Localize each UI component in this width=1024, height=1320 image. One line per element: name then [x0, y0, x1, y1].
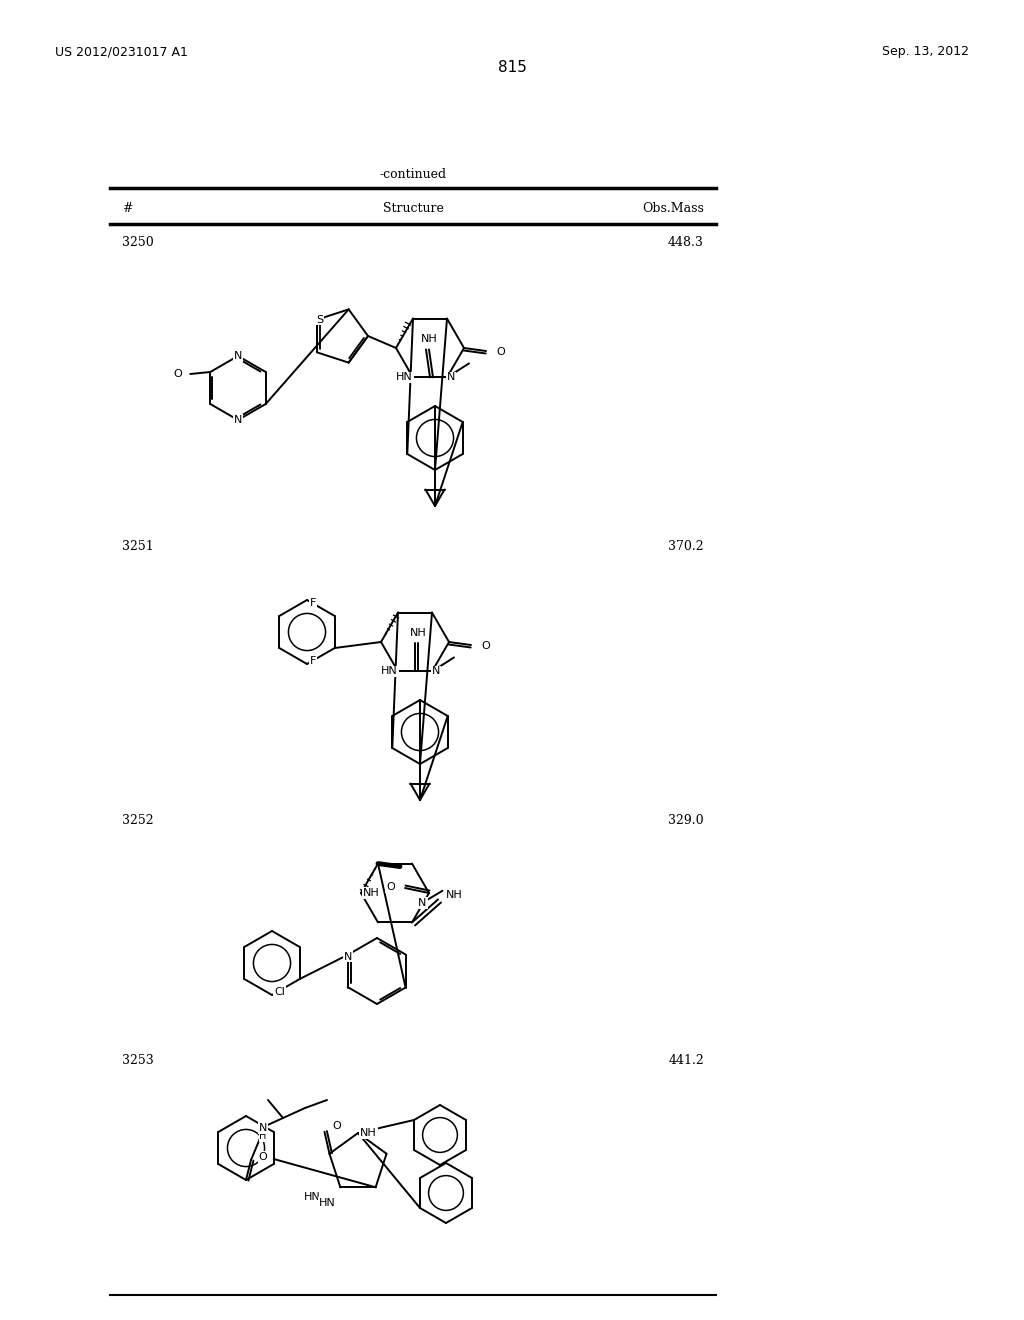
Text: O: O	[496, 347, 505, 356]
Text: NH: NH	[362, 888, 380, 898]
Text: HN: HN	[304, 1192, 321, 1203]
Text: 3251: 3251	[122, 540, 154, 553]
Text: US 2012/0231017 A1: US 2012/0231017 A1	[55, 45, 187, 58]
Text: NH: NH	[421, 334, 437, 345]
Text: HN: HN	[318, 1199, 336, 1208]
Text: Sep. 13, 2012: Sep. 13, 2012	[882, 45, 969, 58]
Text: H: H	[259, 1131, 266, 1140]
Text: F: F	[310, 656, 316, 667]
Text: N: N	[447, 372, 456, 383]
Text: 370.2: 370.2	[669, 540, 705, 553]
Text: S: S	[315, 314, 323, 325]
Text: HN: HN	[381, 667, 398, 676]
Text: Cl: Cl	[274, 987, 285, 997]
Text: 3250: 3250	[122, 235, 154, 248]
Text: N: N	[259, 1123, 267, 1133]
Text: N: N	[419, 898, 427, 908]
Text: 3252: 3252	[122, 814, 154, 828]
Text: O: O	[332, 1121, 341, 1131]
Text: NH: NH	[360, 1129, 377, 1138]
Text: HN: HN	[396, 372, 413, 383]
Text: 329.0: 329.0	[669, 814, 705, 828]
Text: NH: NH	[446, 891, 463, 900]
Text: 448.3: 448.3	[668, 235, 705, 248]
Text: O: O	[259, 1152, 267, 1162]
Text: Obs.Mass: Obs.Mass	[642, 202, 705, 214]
Text: F: F	[310, 598, 316, 609]
Text: O: O	[386, 882, 395, 892]
Text: -continued: -continued	[380, 168, 446, 181]
Text: N: N	[233, 414, 243, 425]
Text: N: N	[432, 667, 440, 676]
Text: O: O	[481, 642, 489, 651]
Text: O: O	[173, 370, 182, 379]
Text: NH: NH	[410, 628, 426, 639]
Text: N: N	[233, 351, 243, 360]
Text: 441.2: 441.2	[669, 1055, 705, 1068]
Text: 815: 815	[498, 59, 526, 75]
Text: #: #	[122, 202, 132, 214]
Text: N: N	[344, 952, 352, 961]
Text: 3253: 3253	[122, 1055, 154, 1068]
Text: Structure: Structure	[383, 202, 443, 214]
